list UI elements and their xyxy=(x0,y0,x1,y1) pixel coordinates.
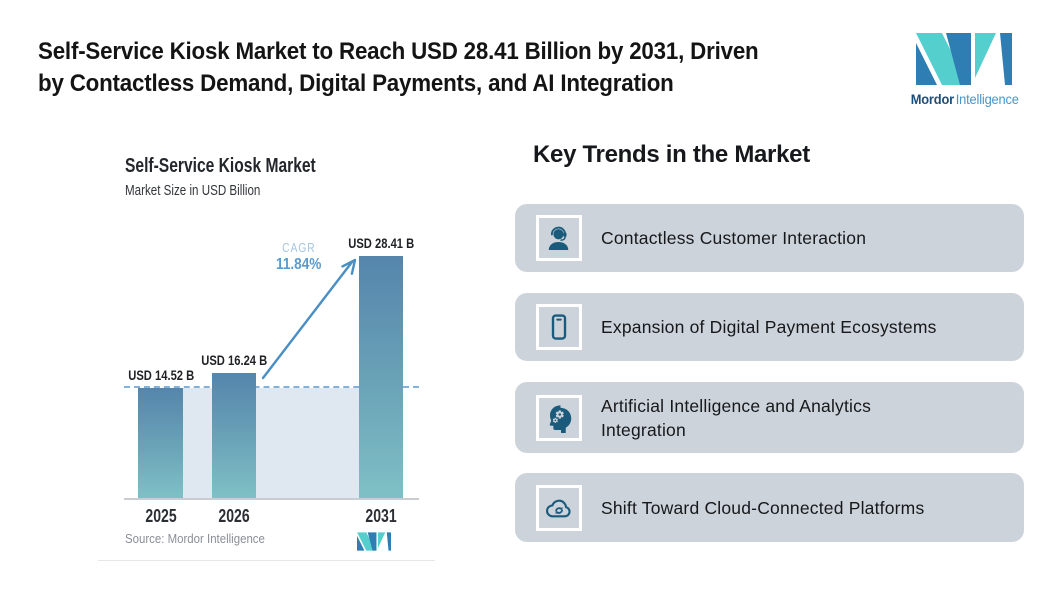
headset-agent-icon xyxy=(548,226,569,250)
market-size-chart-panel: Self-Service Kiosk Market Market Size in… xyxy=(98,135,435,565)
bar-2025 xyxy=(138,388,183,498)
brand-name-primary: Mordor xyxy=(910,91,954,107)
x-tick-2031: 2031 xyxy=(365,506,397,526)
mordor-logo-mark xyxy=(916,33,1012,85)
trend-icon-box xyxy=(536,484,582,531)
cagr-value: 11.84% xyxy=(276,256,322,273)
smartphone-icon xyxy=(551,314,567,340)
trend-icon-box xyxy=(536,394,582,441)
trend-icon-box xyxy=(536,215,582,261)
chart-title-text: Self-Service Kiosk Market xyxy=(125,155,316,177)
brand-name-secondary: Intelligence xyxy=(955,91,1019,107)
chart-panel-divider xyxy=(98,559,435,561)
trend-label: Shift Toward Cloud-Connected Platforms xyxy=(601,497,925,518)
trend-icon-box xyxy=(536,304,582,350)
chart-subtitle: Market Size in USD Billion xyxy=(125,183,294,199)
mordor-logo-mark-small xyxy=(357,532,391,551)
baseline-dashed-line xyxy=(124,386,419,388)
mordor-logo-text: Mordor Intelligence xyxy=(911,91,1019,107)
cagr-label: CAGR xyxy=(282,240,316,255)
chart-source: Source: Mordor Intelligence xyxy=(125,531,265,546)
bar-2031 xyxy=(359,256,403,498)
mordor-intelligence-logo: Mordor Intelligence xyxy=(906,33,1022,109)
trend-label: Expansion of Digital Payment Ecosystems xyxy=(601,317,937,337)
bar-2026 xyxy=(212,373,256,498)
value-label-2026: USD 16.24 B xyxy=(200,352,267,368)
cloud-sync-icon xyxy=(546,499,571,517)
trend-card-contactless: Contactless Customer Interaction xyxy=(515,204,1024,272)
trend-label: Contactless Customer Interaction xyxy=(601,228,867,248)
trend-card-digital-payments: Expansion of Digital Payment Ecosystems xyxy=(515,293,1024,361)
x-tick-2025: 2025 xyxy=(145,506,177,526)
value-label-2025: USD 14.52 B xyxy=(127,367,194,383)
trend-card-cloud-platforms: Shift Toward Cloud-Connected Platforms xyxy=(515,473,1024,542)
x-tick-2026: 2026 xyxy=(218,506,250,526)
ai-head-gears-icon xyxy=(549,404,572,433)
trend-label: Artificial Intelligence and Analytics In… xyxy=(601,395,872,440)
x-axis-line xyxy=(124,498,419,500)
chart-subtitle-text: Market Size in USD Billion xyxy=(125,183,261,199)
bar-chart-plot: CAGR 11.84% USD 14.52 B USD 16.24 B USD … xyxy=(124,235,419,526)
page-title: Self-Service Kiosk Market to Reach USD 2… xyxy=(38,38,759,97)
chart-title: Self-Service Kiosk Market xyxy=(125,155,370,178)
trends-heading: Key Trends in the Market xyxy=(533,141,810,168)
value-label-2031: USD 28.41 B xyxy=(347,235,414,251)
trend-card-ai-analytics: Artificial Intelligence and Analytics In… xyxy=(515,382,1024,453)
cagr-annotation: CAGR 11.84% xyxy=(239,240,359,274)
